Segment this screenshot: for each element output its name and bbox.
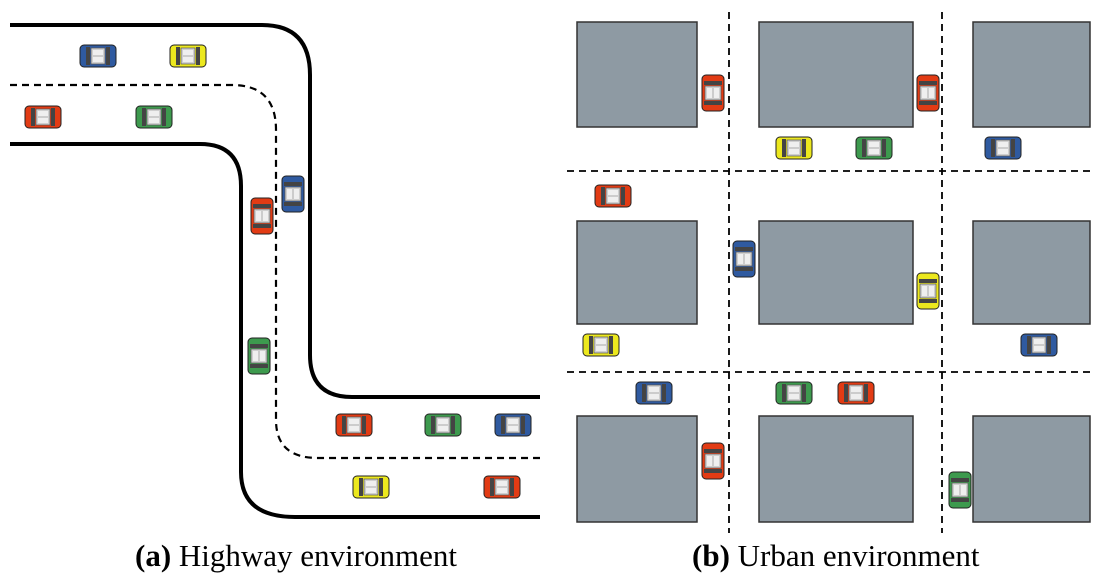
urban-car-blue-10 bbox=[1020, 333, 1058, 357]
highway-car-red-8 bbox=[335, 413, 373, 437]
urban-car-red-1 bbox=[701, 74, 725, 112]
caption-highway: (a) Highway environment bbox=[135, 538, 457, 574]
highway-car-blue-1 bbox=[79, 44, 117, 68]
highway-car-green-7 bbox=[247, 337, 271, 375]
highway-car-red-12 bbox=[483, 475, 521, 499]
urban-car-green-4 bbox=[855, 136, 893, 160]
highway-lane-divider bbox=[10, 83, 540, 460]
subfigure-caption-a: Highway environment bbox=[178, 538, 457, 573]
highway-car-red-3 bbox=[24, 105, 62, 129]
urban-car-blue-11 bbox=[635, 381, 673, 405]
highway-car-green-4 bbox=[135, 105, 173, 129]
urban-panel bbox=[567, 12, 1093, 533]
highway-car-yellow-2 bbox=[169, 44, 207, 68]
subfigure-caption-b: Urban environment bbox=[737, 538, 980, 573]
urban-car-red-6 bbox=[594, 184, 632, 208]
highway-car-blue-6 bbox=[281, 175, 305, 213]
subfigure-label-a: (a) bbox=[135, 538, 172, 573]
urban-car-yellow-9 bbox=[582, 333, 620, 357]
highway-panel bbox=[10, 23, 540, 519]
urban-car-yellow-3 bbox=[775, 136, 813, 160]
urban-lane-markings bbox=[567, 12, 1093, 533]
subfigure-label-b: (b) bbox=[692, 538, 730, 573]
caption-urban: (b) Urban environment bbox=[692, 538, 980, 574]
urban-building-r2-c1 bbox=[576, 220, 698, 325]
highway-car-red-5 bbox=[250, 197, 274, 235]
highway-road-edge-outer bbox=[10, 23, 540, 399]
highway-road-edge-inner bbox=[10, 142, 540, 519]
highway-car-blue-10 bbox=[494, 413, 532, 437]
urban-building-r2-c2 bbox=[758, 220, 914, 325]
urban-building-r1-c3 bbox=[972, 21, 1091, 128]
urban-building-r3-c3 bbox=[972, 415, 1091, 523]
urban-car-green-12 bbox=[775, 381, 813, 405]
urban-car-red-14 bbox=[701, 442, 725, 480]
urban-car-yellow-8 bbox=[916, 272, 940, 310]
highway-car-yellow-11 bbox=[352, 475, 390, 499]
urban-car-green-15 bbox=[948, 471, 972, 509]
urban-car-blue-7 bbox=[732, 240, 756, 278]
highway-car-green-9 bbox=[424, 413, 462, 437]
urban-building-r1-c1 bbox=[576, 21, 698, 128]
urban-car-blue-5 bbox=[984, 136, 1022, 160]
urban-car-red-13 bbox=[837, 381, 875, 405]
urban-building-r3-c2 bbox=[758, 415, 914, 523]
urban-building-r1-c2 bbox=[758, 21, 914, 128]
urban-building-r3-c1 bbox=[576, 415, 698, 523]
urban-car-red-2 bbox=[916, 74, 940, 112]
urban-building-r2-c3 bbox=[972, 220, 1091, 325]
